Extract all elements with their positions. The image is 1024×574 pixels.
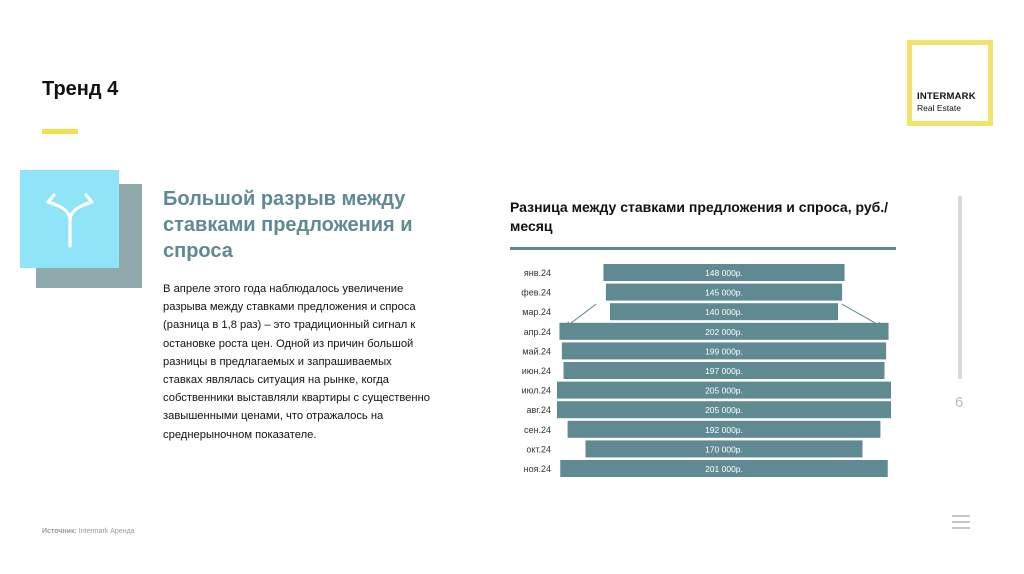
bar-3 <box>559 322 889 340</box>
bar-value-label-7: 205 000р. <box>705 405 743 415</box>
page-number: 6 <box>955 394 964 411</box>
title-underline <box>42 129 78 134</box>
category-label-1: фев.24 <box>521 288 551 298</box>
gap-arrow-left <box>565 303 597 328</box>
bar-10 <box>560 460 888 477</box>
bar-value-label-5: 197 000р. <box>705 366 743 376</box>
category-label-2: мар.24 <box>522 307 551 317</box>
bar-1 <box>605 283 843 301</box>
category-label-6: июл.24 <box>522 386 551 396</box>
bar-value-label-10: 201 000р. <box>705 464 743 474</box>
bar-value-label-0: 148 000р. <box>705 268 743 278</box>
section-subtitle: Большой разрыв между ставками предложени… <box>163 188 413 262</box>
category-label-0: янв.24 <box>524 268 551 278</box>
menu-icon[interactable] <box>952 515 970 533</box>
chart-title: Разница между ставками предложения и спр… <box>510 199 889 234</box>
bar-2 <box>609 303 839 321</box>
logo: INTERMARK Real Estate <box>907 40 993 126</box>
bar-value-label-1: 145 000р. <box>705 288 743 298</box>
bar-8 <box>567 420 881 438</box>
right-scroll-bar <box>958 196 962 379</box>
bar-value-label-2: 140 000р. <box>705 307 743 317</box>
source-note: Источник: Intermark Аренда <box>42 528 135 535</box>
bar-value-label-4: 199 000р. <box>705 346 743 356</box>
bar-6 <box>557 381 891 399</box>
bar-7 <box>557 401 891 419</box>
source-label: Источник: <box>42 528 77 535</box>
category-label-8: сен.24 <box>524 425 551 435</box>
offer-demand-gap-chart: 148 000р. янв.24 145 000р. фев.24 140 000р. м… <box>521 264 891 477</box>
bar-value-label-6: 205 000р. <box>705 386 743 396</box>
bar-4 <box>561 342 887 360</box>
split-arrows-icon <box>46 193 94 248</box>
bar-5 <box>563 362 885 379</box>
bar-0 <box>603 264 845 281</box>
bar-value-label-9: 170 000р. <box>705 444 743 454</box>
category-label-3: апр.24 <box>524 327 551 337</box>
category-label-10: ноя.24 <box>524 464 551 474</box>
bar-value-label-8: 192 000р. <box>705 425 743 435</box>
category-label-5: июн.24 <box>522 366 551 376</box>
category-label-7: авг.24 <box>527 405 551 415</box>
bar-value-label-3: 202 000р. <box>705 327 743 337</box>
slide-title: Тренд 4 <box>42 78 119 100</box>
category-label-9: окт.24 <box>526 444 551 454</box>
category-label-4: май.24 <box>522 346 551 356</box>
logo-sub-text: Real Estate <box>917 103 961 113</box>
icon-box <box>20 170 119 268</box>
chart-rule <box>510 247 896 250</box>
source-value: Intermark Аренда <box>78 528 135 535</box>
bar-9 <box>585 440 863 458</box>
section-body: В апреле этого года наблюдалось увеличен… <box>163 283 430 441</box>
logo-main-text: INTERMARK <box>917 91 976 102</box>
gap-arrow-right <box>841 303 883 328</box>
